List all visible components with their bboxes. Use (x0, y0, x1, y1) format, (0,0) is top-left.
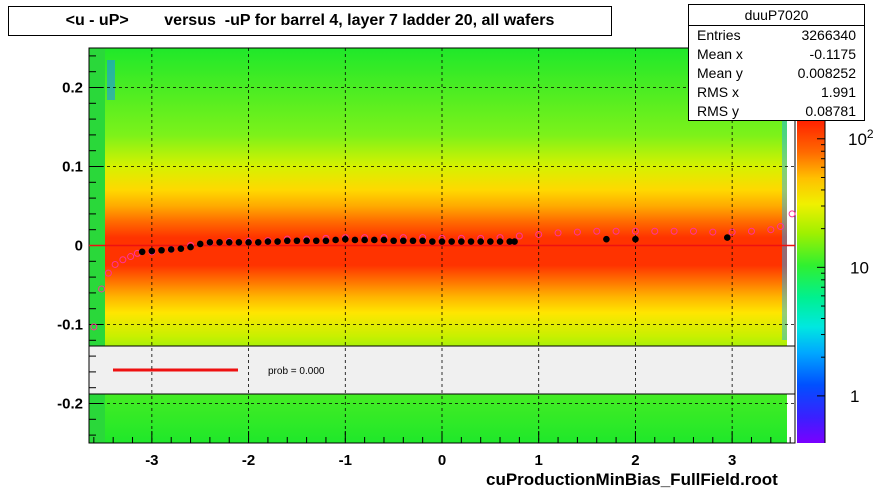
y-tick-label-0: -0.2 (57, 396, 83, 413)
profile-marker (438, 238, 446, 245)
profile-marker (312, 237, 320, 245)
open-marker (535, 230, 543, 238)
profile-marker (603, 235, 610, 243)
profile-marker (400, 237, 407, 245)
open-marker (612, 227, 620, 235)
profile-marker (371, 236, 378, 244)
x-tick-label-2: -1 (339, 452, 352, 469)
x-tick-label-4: 1 (535, 452, 543, 469)
profile-marker (390, 237, 397, 245)
color-scale-label-2: 102 (848, 127, 874, 149)
y-tick-label-3: 0.1 (62, 159, 83, 176)
open-marker (98, 285, 106, 293)
profile-marker (254, 239, 262, 246)
profile-marker (409, 237, 417, 245)
open-marker (709, 228, 717, 236)
open-marker (515, 232, 523, 240)
title-description: versus -uP for barrel 4, layer 7 ladder … (164, 12, 555, 29)
stats-row-mean-x: Mean x -0.1175 (697, 46, 856, 62)
x-tick-label-1: -2 (242, 452, 255, 469)
open-marker (554, 229, 562, 237)
stats-row-mean-y: Mean y 0.008252 (697, 65, 856, 81)
profile-marker (511, 238, 518, 245)
heatmap-blue-edge-left (107, 60, 115, 100)
profile-marker (724, 234, 731, 241)
profile-marker (283, 237, 291, 245)
histogram-title: <u - uP> versus -uP for barrel 4, layer … (8, 6, 612, 36)
open-marker (104, 269, 112, 277)
y-tick-label-2: 0 (75, 238, 83, 255)
color-scale-axis: 1 10 102 (817, 120, 874, 443)
open-marker (631, 227, 639, 235)
profile-marker (632, 235, 639, 243)
open-marker (593, 227, 601, 235)
profile-marker (187, 243, 194, 251)
stats-row-rms-y: RMS y 0.08781 (697, 103, 856, 119)
profile-marker (225, 239, 233, 246)
open-marker (767, 226, 775, 234)
profile-marker (196, 240, 204, 248)
y-tick-label-1: -0.1 (57, 317, 83, 334)
profile-marker (138, 248, 146, 256)
profile-marker (496, 238, 504, 245)
open-marker (728, 228, 736, 236)
open-marker (689, 227, 697, 235)
x-tick-label-3: 0 (438, 452, 446, 469)
profile-marker (274, 238, 281, 245)
profile-marker (448, 238, 455, 245)
open-marker (573, 228, 581, 236)
profile-marker (458, 238, 465, 245)
open-marker (127, 253, 135, 261)
open-marker (119, 256, 127, 264)
profile-marker (380, 236, 388, 244)
y-tick-label-4: 0.2 (62, 80, 83, 97)
color-scale-label-1: 10 (850, 258, 869, 277)
profile-marker (303, 237, 310, 245)
x-tick-label-0: -3 (145, 452, 158, 469)
fit-prob-label: prob = 0.000 (268, 366, 325, 377)
open-marker (670, 227, 678, 235)
heatmap-blue-edge-right (782, 120, 787, 340)
x-tick-label-6: 3 (728, 452, 736, 469)
profile-marker (487, 238, 494, 245)
profile-marker (361, 236, 368, 244)
profile-marker (506, 238, 513, 245)
profile-marker (332, 236, 339, 244)
profile-marker (419, 237, 426, 245)
profile-marker (467, 238, 475, 245)
profile-marker (264, 238, 272, 245)
stats-name: duuP7020 (689, 5, 864, 26)
profile-marker (341, 235, 349, 243)
profile-marker (177, 245, 185, 252)
stats-row-rms-x: RMS x 1.991 (697, 84, 856, 100)
stats-box: duuP7020 Entries 3266340 Mean x -0.1175 Me… (688, 4, 865, 121)
profile-marker (216, 239, 223, 246)
open-marker (747, 227, 755, 235)
profile-marker (429, 238, 436, 245)
source-filename: cuProductionMinBias_FullField.root (486, 470, 778, 489)
profile-marker (235, 239, 243, 246)
open-marker (111, 260, 119, 268)
profile-marker (167, 246, 175, 253)
profile-marker (322, 237, 330, 245)
profile-marker (158, 246, 165, 254)
profile-marker (245, 239, 252, 246)
profile-marker (206, 239, 214, 246)
stats-row-entries: Entries 3266340 (697, 27, 856, 43)
profile-marker (148, 247, 156, 255)
open-marker (776, 223, 784, 231)
profile-marker (351, 236, 359, 244)
color-scale-bar (797, 120, 825, 443)
open-marker (90, 323, 98, 331)
x-tick-label-5: 2 (631, 452, 639, 469)
open-marker (651, 227, 659, 235)
profile-marker (293, 237, 301, 245)
plot-axes: -3 -2 -1 0 1 2 3 -0.2 -0.1 0 0.1 0.2 (57, 47, 796, 469)
plot-marks (89, 210, 796, 331)
profile-marker (477, 238, 484, 245)
color-scale-label-0: 1 (850, 387, 859, 406)
title-quantity: <u - uP> (65, 12, 129, 29)
open-marker (788, 210, 796, 218)
